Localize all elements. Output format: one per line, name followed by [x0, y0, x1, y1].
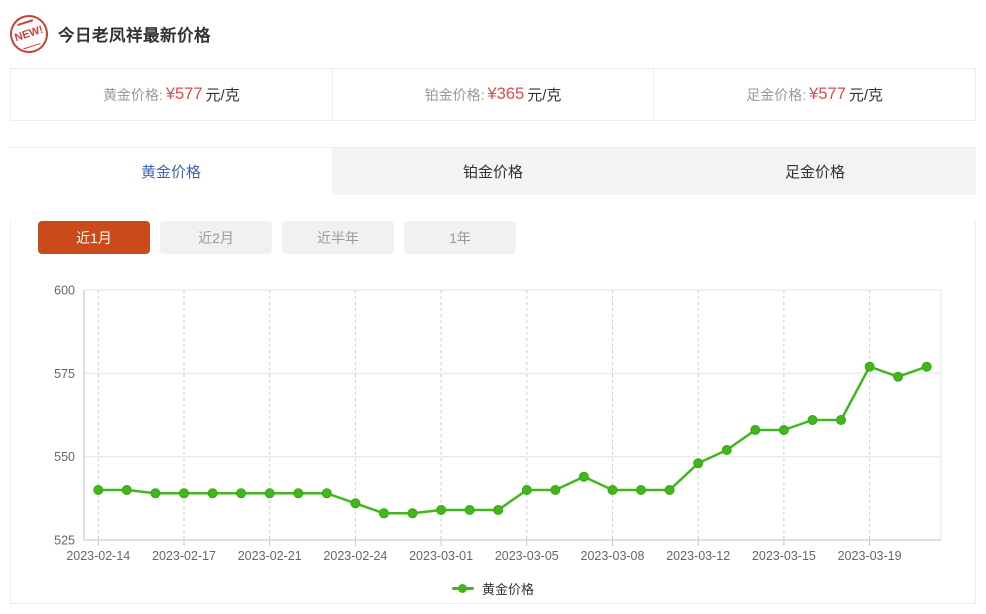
svg-text:2023-03-05: 2023-03-05: [495, 549, 559, 563]
svg-text:2023-03-15: 2023-03-15: [752, 549, 816, 563]
legend-line-marker-icon: [451, 583, 474, 593]
svg-text:2023-02-17: 2023-02-17: [152, 549, 216, 563]
gold-price-line-chart[interactable]: 525 550 575 600 2023-02-14 2023-02-17 2023-02-…: [11, 265, 975, 575]
page-title: 今日老凤祥最新价格: [58, 27, 211, 45]
svg-text:575: 575: [54, 367, 75, 381]
range-button-half-year[interactable]: 近半年: [282, 221, 394, 254]
svg-text:600: 600: [54, 284, 75, 298]
svg-text:2023-02-24: 2023-02-24: [323, 549, 387, 563]
price-unit: 元/克: [205, 87, 240, 104]
svg-text:525: 525: [54, 534, 75, 548]
new-badge-icon: NEW!: [5, 10, 53, 58]
price-value: ¥577: [809, 85, 846, 103]
price-value: ¥577: [165, 85, 203, 103]
price-card-platinum: 铂金价格: ¥365 元/克: [331, 69, 654, 120]
page-header: NEW! 今日老凤祥最新价格: [0, 0, 986, 68]
tab-gold-price[interactable]: 黄金价格: [10, 148, 332, 195]
price-summary-bar: 黄金价格: ¥577 元/克 铂金价格: ¥365 元/克 足金价格: ¥577…: [10, 68, 976, 121]
price-card-gold: 黄金价格: ¥577 元/克: [11, 69, 332, 120]
range-button-2months[interactable]: 近2月: [160, 221, 272, 254]
price-card-pure-gold: 足金价格: ¥577 元/克: [653, 69, 975, 120]
tab-platinum-price[interactable]: 铂金价格: [462, 164, 523, 181]
price-value: ¥365: [487, 85, 525, 103]
chart-panel: 近1月 近2月 近半年 1年 525 550 575 600 2023-02-14 202…: [10, 221, 976, 604]
svg-text:2023-03-01: 2023-03-01: [409, 549, 473, 563]
tab-pure-gold-price[interactable]: 足金价格: [784, 164, 845, 181]
price-label: 黄金价格:: [102, 86, 163, 103]
price-unit: 元/克: [848, 87, 884, 104]
legend-label: 黄金价格: [481, 581, 534, 597]
svg-text:2023-03-08: 2023-03-08: [581, 549, 645, 563]
svg-text:2023-02-14: 2023-02-14: [66, 549, 130, 563]
svg-text:2023-03-19: 2023-03-19: [838, 549, 902, 563]
time-range-buttons: 近1月 近2月 近半年 1年: [38, 221, 975, 254]
price-type-tabs: 黄金价格 铂金价格 足金价格: [10, 147, 976, 195]
range-button-1year[interactable]: 1年: [404, 221, 516, 254]
new-badge-text: NEW!: [13, 23, 45, 45]
price-label: 足金价格:: [746, 86, 807, 103]
legend-item-gold-price[interactable]: 黄金价格: [11, 579, 975, 597]
svg-text:2023-03-12: 2023-03-12: [666, 549, 730, 563]
price-label: 铂金价格:: [424, 86, 485, 103]
price-unit: 元/克: [527, 87, 562, 104]
svg-text:550: 550: [54, 450, 75, 464]
range-button-1month[interactable]: 近1月: [38, 221, 150, 254]
svg-text:2023-02-21: 2023-02-21: [238, 549, 302, 563]
